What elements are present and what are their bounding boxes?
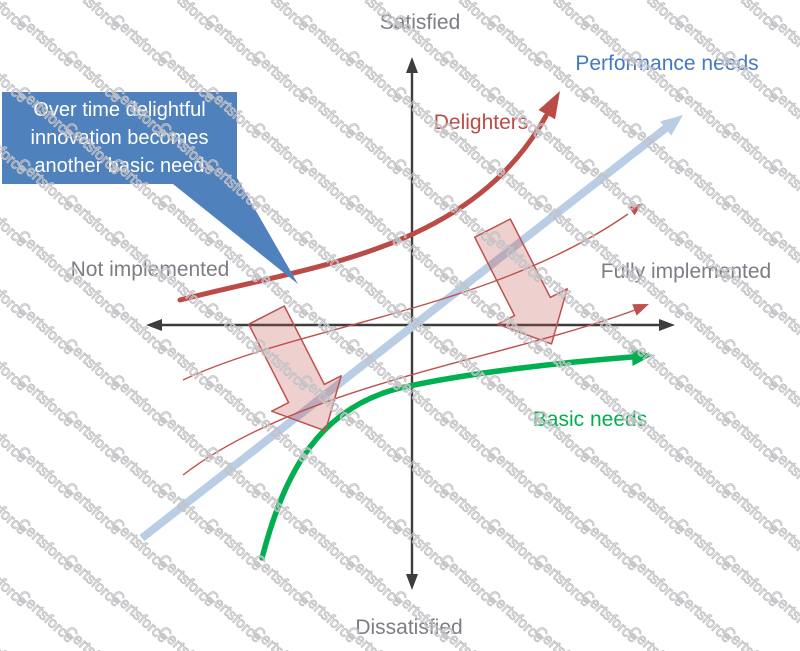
shift-arrow-left: [247, 305, 342, 432]
x-axis-right-arrowhead: [659, 319, 675, 331]
callout-box: [2, 92, 237, 184]
curve-label-basic-needs: Basic needs: [532, 408, 648, 431]
performance-needs-line: [139, 115, 683, 542]
axis-label-dissatisfied: Dissatisfied: [355, 616, 463, 639]
x-axis-left-arrowhead: [146, 319, 162, 331]
axis-label-not-implemented: Not implemented: [70, 258, 230, 281]
callout-line-1: Over time delightful: [33, 99, 206, 121]
axis-label-satisfied: Satisfied: [379, 11, 461, 34]
callout-text: Over time delightful innovation becomes …: [2, 92, 237, 184]
axis-label-fully-implemented: Fully implemented: [600, 260, 772, 283]
curve-label-performance-needs: Performance needs: [575, 52, 759, 75]
migration-curve-upper: [182, 203, 643, 381]
callout-line-3: another basic need: [34, 155, 205, 177]
delighters-curve: [177, 91, 560, 303]
callout-balloon: [2, 92, 298, 284]
performance-needs-arrowhead: [660, 115, 683, 136]
curve-label-delighters: Delighters: [433, 111, 529, 134]
callout-line-2: innovation becomes: [30, 127, 209, 149]
y-axis-top-arrowhead: [406, 57, 418, 73]
migration-curve-lower: [182, 304, 649, 476]
shift-arrow-right: [473, 218, 568, 345]
y-axis-bottom-arrowhead: [406, 574, 418, 590]
basic-needs-arrowhead: [631, 348, 653, 366]
basic-needs-curve: [259, 348, 653, 561]
delighters-arrowhead: [538, 91, 560, 120]
callout-tail: [168, 178, 298, 284]
